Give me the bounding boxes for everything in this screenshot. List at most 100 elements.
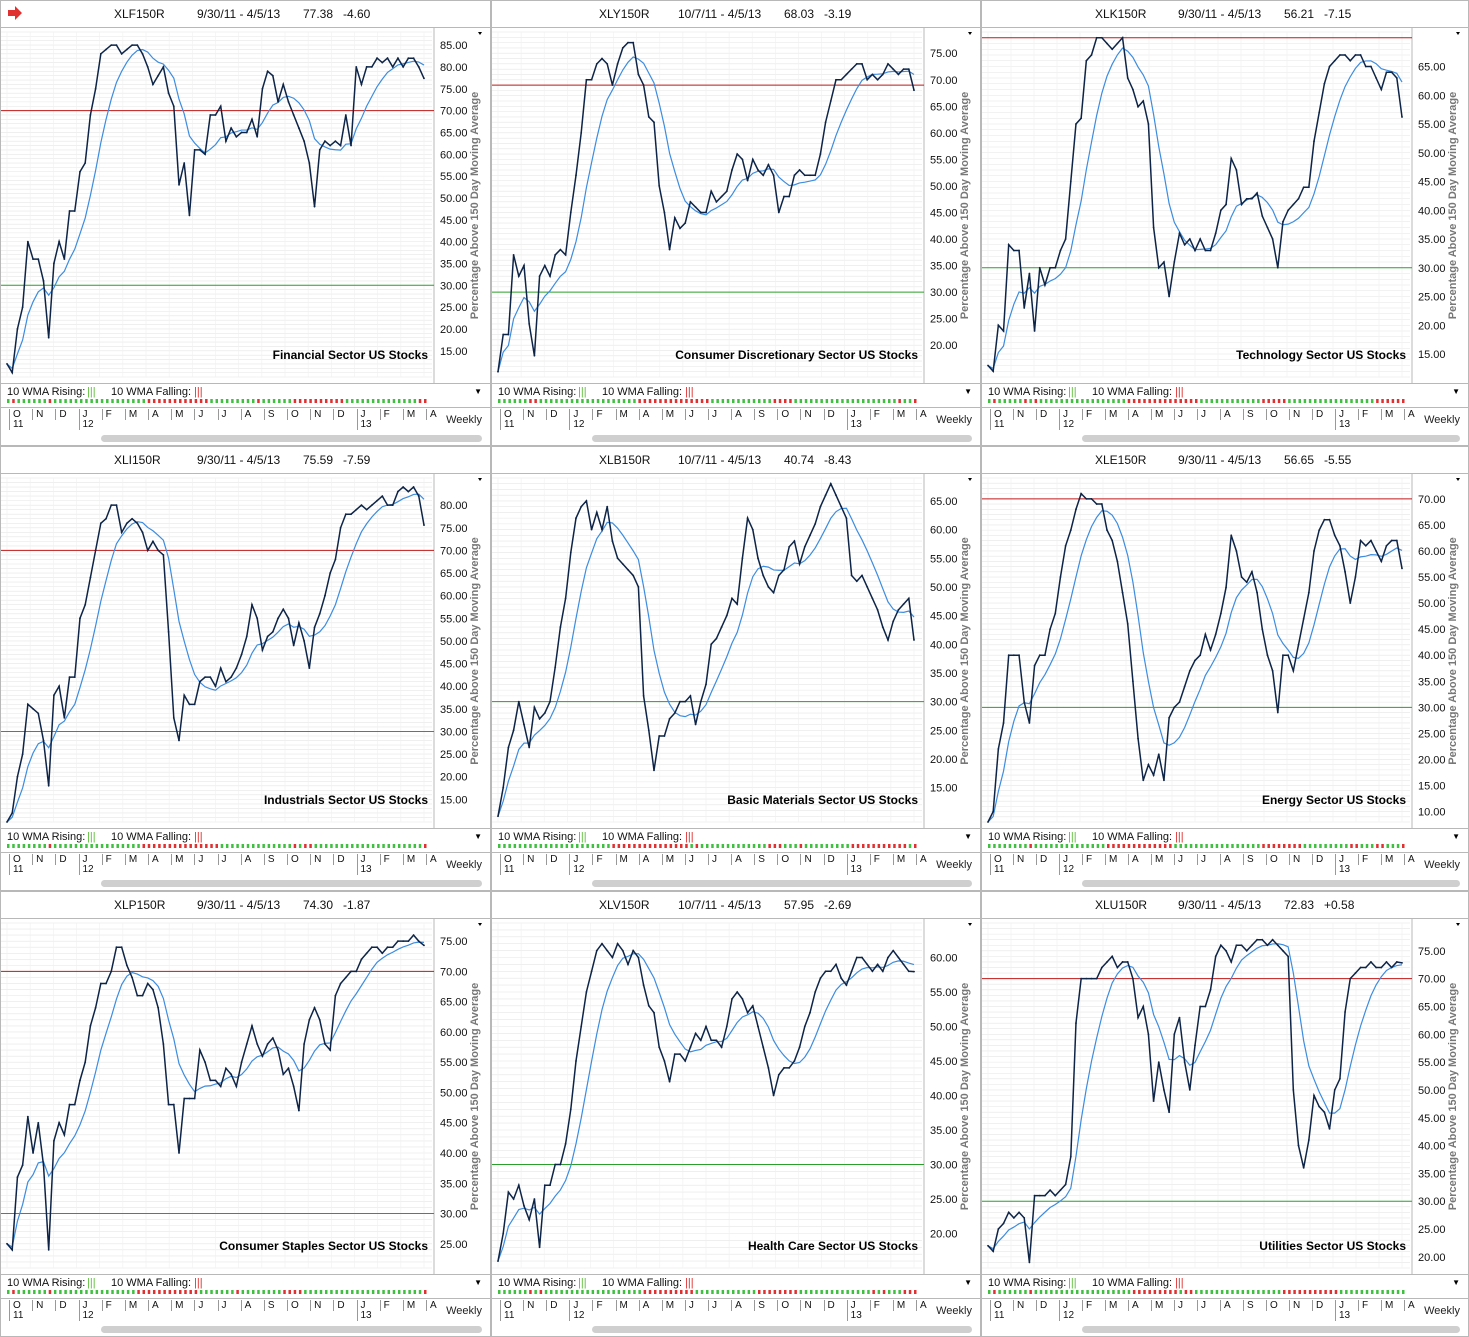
- signal-dot: [246, 399, 250, 403]
- data-point: [497, 1260, 499, 1262]
- timeframe-select[interactable]: Weekly: [446, 414, 482, 426]
- data-point: [699, 1039, 702, 1042]
- indicator-menu-icon[interactable]: ▼: [1452, 832, 1460, 841]
- indicator-menu-icon[interactable]: ▼: [474, 832, 482, 841]
- signal-dot: [79, 1290, 83, 1294]
- month-label: M: [124, 854, 137, 865]
- timeframe-select[interactable]: Weekly: [936, 859, 972, 871]
- month-label: D: [333, 1300, 345, 1311]
- chart-plot-area[interactable]: 60.0055.0050.0045.0040.0035.0030.0025.00…: [492, 919, 980, 1274]
- data-point: [397, 940, 399, 943]
- data-point: [1339, 544, 1341, 547]
- signal-dot: [267, 1290, 271, 1294]
- signal-dot: [1096, 1290, 1100, 1294]
- data-point: [528, 1218, 531, 1221]
- axis-menu-icon[interactable]: [1456, 32, 1460, 35]
- data-point: [549, 700, 551, 703]
- indicator-menu-icon[interactable]: ▼: [474, 387, 482, 396]
- axis-menu-icon[interactable]: [478, 478, 482, 481]
- chart-plot-area[interactable]: 70.0065.0060.0055.0050.0045.0040.0035.00…: [982, 474, 1468, 828]
- timeframe-select[interactable]: Weekly: [1424, 859, 1460, 871]
- axis-menu-icon[interactable]: [968, 923, 972, 926]
- data-point: [741, 998, 744, 1000]
- axis-menu-icon[interactable]: [968, 32, 972, 35]
- data-point: [1344, 54, 1346, 56]
- data-point: [198, 680, 201, 683]
- horizontal-scrollbar[interactable]: [1082, 435, 1460, 442]
- chart-plot-area[interactable]: 65.0060.0055.0050.0045.0040.0035.0030.00…: [982, 28, 1468, 383]
- signal-dot: [116, 399, 119, 403]
- signal-dot: [898, 399, 901, 403]
- data-point: [1163, 1089, 1165, 1091]
- data-point: [214, 685, 217, 688]
- signal-dot: [1246, 1290, 1250, 1294]
- signal-dot: [591, 399, 595, 403]
- indicator-menu-icon[interactable]: ▼: [964, 832, 972, 841]
- horizontal-scrollbar[interactable]: [592, 880, 972, 887]
- indicator-menu-icon[interactable]: ▼: [964, 387, 972, 396]
- moving-average-line: [6, 941, 425, 1248]
- indicator-menu-icon[interactable]: ▼: [474, 1278, 482, 1287]
- signal-dot: [654, 399, 657, 403]
- data-point: [1178, 1016, 1181, 1019]
- timeframe-select[interactable]: Weekly: [936, 1305, 972, 1317]
- y-tick-label: 75.00: [930, 48, 958, 60]
- chart-plot-area[interactable]: 80.0075.0070.0065.0060.0055.0050.0045.00…: [1, 474, 490, 828]
- data-point: [881, 73, 884, 76]
- data-point: [824, 121, 827, 124]
- horizontal-scrollbar[interactable]: [101, 1326, 482, 1333]
- wma-indicator-row: 10 WMA Rising: ||| 10 WMA Falling: ||| ▼: [1, 383, 490, 408]
- chart-plot-area[interactable]: 85.0080.0075.0070.0065.0060.0055.0050.00…: [1, 28, 490, 383]
- timeframe-select[interactable]: Weekly: [446, 859, 482, 871]
- wma-rising-marks: |||: [578, 831, 587, 843]
- data-point: [1064, 1183, 1067, 1186]
- axis-menu-icon[interactable]: [478, 923, 482, 926]
- timeframe-select[interactable]: Weekly: [936, 414, 972, 426]
- chart-plot-area[interactable]: 75.0070.0065.0060.0055.0050.0045.0040.00…: [1, 919, 490, 1274]
- month-label: M: [1151, 409, 1163, 420]
- signal-dot: [758, 399, 761, 403]
- data-point: [225, 140, 227, 143]
- horizontal-scrollbar[interactable]: [101, 880, 482, 887]
- data-point: [68, 210, 71, 212]
- chart-plot-area[interactable]: 75.0070.0065.0060.0055.0050.0045.0040.00…: [982, 919, 1468, 1274]
- signal-dot: [288, 1290, 291, 1294]
- chart-plot-area[interactable]: 65.0060.0055.0050.0045.0040.0035.0030.00…: [492, 474, 980, 828]
- signal-dot: [1231, 1290, 1234, 1294]
- horizontal-scrollbar[interactable]: [1082, 1326, 1460, 1333]
- indicator-menu-icon[interactable]: ▼: [1452, 1278, 1460, 1287]
- signal-dot: [544, 399, 548, 403]
- signal-dot: [544, 1290, 548, 1294]
- axis-menu-icon[interactable]: [1456, 478, 1460, 481]
- horizontal-scrollbar[interactable]: [592, 435, 972, 442]
- data-point: [1214, 232, 1217, 235]
- timeframe-select[interactable]: Weekly: [1424, 414, 1460, 426]
- signal-dot: [1117, 399, 1120, 403]
- wma-indicator-row: 10 WMA Rising: ||| 10 WMA Falling: ||| ▼: [492, 383, 980, 408]
- horizontal-scrollbar[interactable]: [1082, 880, 1460, 887]
- chart-plot-area[interactable]: 75.0070.0065.0060.0055.0050.0045.0040.00…: [492, 28, 980, 383]
- axis-menu-icon[interactable]: [478, 32, 482, 35]
- axis-menu-icon[interactable]: [968, 478, 972, 481]
- signal-dot: [1044, 1290, 1048, 1294]
- data-point: [141, 531, 144, 534]
- wma-falling-label: 10 WMA Falling:: [602, 1277, 683, 1289]
- axis-menu-icon[interactable]: [1456, 923, 1460, 926]
- signal-dot: [74, 1290, 78, 1294]
- indicator-menu-icon[interactable]: ▼: [964, 1278, 972, 1287]
- signal-dot: [555, 844, 558, 848]
- indicator-menu-icon[interactable]: ▼: [1452, 387, 1460, 396]
- data-point: [767, 1067, 770, 1069]
- timeframe-select[interactable]: Weekly: [446, 1305, 482, 1317]
- chart-panel-xlv150r: XLV150R 10/7/11 - 4/5/13 57.95 -2.69 60.00 55…: [491, 891, 981, 1337]
- red-arrow-icon[interactable]: [7, 6, 23, 20]
- horizontal-scrollbar[interactable]: [592, 1326, 972, 1333]
- timeframe-select[interactable]: Weekly: [1424, 1305, 1460, 1317]
- year-label: 11: [990, 420, 1004, 430]
- signal-dot: [194, 1290, 198, 1294]
- signal-dot: [168, 844, 172, 848]
- y-tick-label: 55.00: [440, 1057, 468, 1069]
- signal-dot: [872, 844, 875, 848]
- month-label: A: [426, 1300, 437, 1311]
- horizontal-scrollbar[interactable]: [101, 435, 482, 442]
